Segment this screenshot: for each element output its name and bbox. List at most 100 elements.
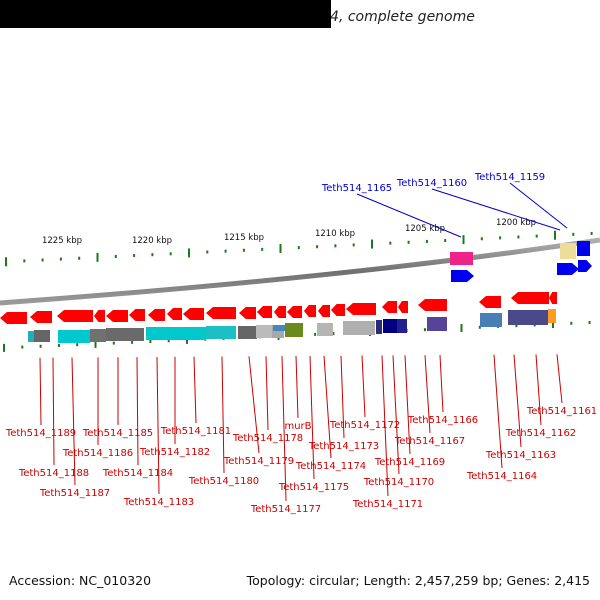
reverse-label-line — [340, 355, 345, 439]
reverse-label-line — [295, 356, 299, 419]
reverse-gene-arrow — [382, 301, 397, 313]
tick — [131, 340, 134, 344]
reverse-feature-box — [285, 323, 303, 337]
reverse-feature-box — [34, 330, 50, 342]
reverse-gene-arrow — [148, 309, 165, 321]
tick — [316, 245, 319, 249]
reverse-feature-box — [343, 321, 375, 335]
forward-gene-label: Teth514_1165 — [321, 183, 392, 194]
reverse-gene-label: Teth514_1184 — [102, 468, 173, 479]
reverse-feature-box — [273, 325, 285, 331]
forward-gene-arrow — [451, 270, 474, 282]
reverse-gene-label: Teth514_1173 — [308, 441, 379, 452]
tick — [23, 259, 26, 263]
reverse-label-lines — [39, 354, 563, 502]
reverse-label-line — [439, 355, 444, 413]
forward-label-line — [509, 182, 568, 229]
forward-feature-box — [560, 243, 576, 259]
reverse-gene-label: Teth514_1163 — [485, 450, 556, 461]
reverse-gene-arrow — [331, 304, 345, 316]
reverse-gene-arrow — [57, 310, 93, 322]
forward-label-line — [356, 193, 462, 238]
tick — [423, 328, 426, 332]
reverse-feature-box — [106, 328, 144, 341]
reverse-gene-arrow — [274, 306, 286, 318]
forward-feature-box — [450, 252, 473, 265]
tick — [3, 343, 5, 352]
tick — [188, 248, 190, 258]
forward-feature-box — [577, 241, 590, 256]
reverse-gene-arrow — [318, 305, 330, 317]
reverse-gene-label: Teth514_1170 — [363, 477, 434, 488]
reverse-label-line — [556, 354, 563, 404]
scale-label: 1225 kbp — [42, 236, 82, 246]
reverse-feature-box — [548, 309, 556, 323]
tick — [59, 257, 62, 261]
tick — [21, 345, 24, 349]
tick — [297, 246, 300, 250]
tick — [133, 254, 136, 258]
reverse-label-line — [381, 355, 389, 497]
reverse-label-line — [221, 356, 225, 474]
genome-backbone — [0, 237, 600, 306]
reverse-gene-label: Teth514_1162 — [505, 428, 576, 439]
tick — [41, 258, 44, 262]
scale-label: 1210 kbp — [315, 229, 355, 239]
tick — [499, 236, 502, 240]
tick — [206, 250, 209, 254]
reverse-feature-box — [508, 310, 548, 325]
tick — [554, 230, 556, 240]
reverse-label-line — [493, 354, 503, 469]
reverse-gene-label: Teth514_1172 — [329, 420, 400, 431]
reverse-label-line — [361, 355, 366, 418]
reverse-gene-arrow — [257, 306, 272, 318]
reverse-gene-arrow — [398, 301, 408, 313]
tick — [552, 320, 554, 329]
reverse-gene-label: Teth514_1161 — [526, 406, 597, 417]
tick — [114, 254, 117, 258]
reverse-gene-arrow — [94, 310, 105, 322]
reverse-gene-label: Teth514_1179 — [223, 456, 294, 467]
tick — [590, 231, 593, 235]
reverse-gene-label: Teth514_1175 — [278, 482, 349, 493]
tick — [96, 252, 99, 262]
reverse-gene-arrow — [511, 292, 549, 304]
reverse-gene-arrow — [549, 292, 557, 304]
reverse-gene-arrow — [0, 312, 27, 324]
tick — [334, 244, 337, 248]
tick — [425, 239, 428, 243]
tick — [149, 340, 152, 344]
forward-gene-label: Teth514_1159 — [474, 172, 545, 183]
tick — [261, 247, 264, 251]
tick — [570, 321, 573, 325]
tick — [57, 343, 60, 347]
reverse-feature-box — [480, 313, 502, 327]
reverse-label-line — [309, 355, 315, 480]
reverse-gene-label: Teth514_1183 — [123, 497, 194, 508]
tick — [535, 234, 538, 238]
reverse-gene-label: Teth514_1188 — [18, 468, 89, 479]
tick — [39, 344, 42, 348]
reverse-feature-box — [383, 319, 397, 333]
reverse-feature-box — [206, 326, 236, 339]
reverse-gene-label: Teth514_1174 — [295, 461, 366, 472]
reverse-label-line — [193, 356, 197, 424]
reverse-feature-box — [427, 317, 447, 331]
reverse-gene-label: Teth514_1169 — [374, 457, 445, 468]
tick — [389, 241, 392, 245]
topology-text: Topology: circular; Length: 2,457,259 bp… — [246, 573, 590, 588]
reverse-feature-box — [90, 329, 106, 342]
reverse-label-line — [248, 356, 260, 454]
tick — [478, 325, 481, 329]
reverse-gene-arrow — [206, 307, 236, 319]
reverse-gene-label: Teth514_1189 — [5, 428, 76, 439]
reverse-gene-label: Teth514_1187 — [39, 488, 110, 499]
tick — [407, 240, 410, 244]
reverse-label-line — [265, 356, 269, 431]
tick — [371, 239, 373, 249]
reverse-gene-arrow — [239, 307, 256, 319]
reverse-gene-label: Teth514_1180 — [188, 476, 259, 487]
reverse-label-line — [156, 356, 160, 495]
forward-label-line — [431, 188, 561, 231]
